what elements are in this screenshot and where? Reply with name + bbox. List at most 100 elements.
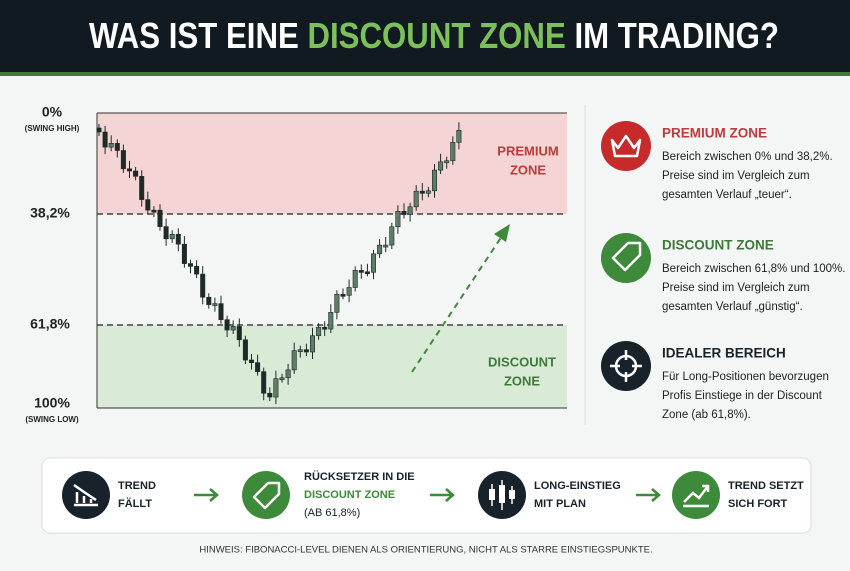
level-label: 0% (42, 104, 63, 120)
candle-body (249, 359, 255, 363)
candle-body (303, 349, 309, 353)
step-text: FÄLLT (118, 497, 152, 510)
sidebar-text: Profis Einstiege in der Discount (662, 390, 823, 402)
target-icon-bg (601, 341, 651, 391)
zone-label: ZONE (504, 373, 540, 388)
candle-icon (499, 485, 505, 503)
candle-body (297, 349, 303, 352)
candle-body (389, 226, 395, 246)
candle-body (157, 209, 163, 227)
step-text: MIT PLAN (534, 498, 586, 510)
step-icon (62, 471, 110, 519)
sidebar-title: DISCOUNT ZONE (662, 238, 774, 253)
candle-body (309, 335, 315, 353)
candle-body (291, 350, 297, 371)
zone-label: DISCOUNT (488, 354, 556, 369)
trend-arrow (411, 235, 503, 373)
candle-body (108, 143, 114, 148)
candle-body (425, 190, 431, 194)
title: WAS IST EINE DISCOUNT ZONE IM TRADING? (89, 15, 779, 56)
crosshair (610, 350, 642, 382)
candle-body (127, 168, 133, 172)
step-icon (242, 471, 290, 519)
zone-label: ZONE (510, 162, 546, 177)
candle-body (407, 206, 413, 215)
candle-body (206, 296, 212, 305)
sidebar-text: gesamten Verlauf „günstig“. (662, 301, 803, 313)
candle-body (181, 243, 187, 264)
discount-icon (601, 233, 651, 283)
candle-body (188, 263, 194, 267)
candle-body (285, 369, 291, 379)
candle-body (139, 176, 145, 200)
candle-body (346, 287, 352, 296)
sidebar-text: gesamten Verlauf „teuer“. (662, 189, 792, 201)
candle-body (163, 226, 169, 240)
candle-body (340, 294, 346, 297)
candle-body (212, 303, 218, 306)
sidebar-text: Zone (ab 61,8%). (662, 409, 751, 421)
step-text: LONG-EINSTIEG (534, 480, 621, 492)
step-text: TREND (118, 480, 156, 492)
crown-icon (610, 134, 642, 158)
candle-body (255, 362, 261, 372)
candle-body (273, 378, 279, 398)
candle-body (419, 190, 425, 194)
level-label: 100% (34, 395, 70, 411)
candle-body (352, 270, 358, 288)
step-text: (AB 61,8%) (304, 507, 360, 519)
header-bg (0, 0, 850, 72)
premium-zone (97, 113, 567, 214)
step-text: TREND SETZT (728, 480, 804, 492)
header-stripe (0, 72, 850, 76)
candle-body (200, 273, 206, 298)
premium-icon (601, 121, 651, 171)
candle-body (279, 377, 285, 381)
candle-body (96, 127, 102, 133)
candle-body (358, 270, 364, 273)
discount-zone (97, 325, 567, 408)
candle-icon (489, 489, 495, 500)
candle-body (413, 190, 419, 208)
candle-body (328, 312, 334, 330)
trend-up-icon (683, 484, 710, 508)
sidebar-title: PREMIUM ZONE (662, 126, 767, 141)
candles (96, 122, 462, 405)
level-sublabel: (SWING LOW) (25, 415, 79, 424)
step-text: DISCOUNT ZONE (304, 489, 395, 501)
trend-down-icon (73, 483, 98, 507)
step-arrow (194, 488, 219, 502)
candle-body (401, 210, 407, 215)
candle-body (145, 199, 151, 211)
sidebar-text: Preise sind im Vergleich zum (662, 282, 810, 294)
candle-body (151, 209, 157, 213)
sidebar-title: IDEALER BEREICH (662, 346, 786, 361)
sidebar-text: Bereich zwischen 61,8% und 100%. (662, 263, 845, 275)
step-arrow (430, 488, 455, 502)
candle-body (236, 326, 242, 341)
footnote: HINWEIS: FIBONACCI-LEVEL DIENEN ALS ORIE… (199, 545, 652, 556)
candle-body (267, 392, 273, 398)
level-label: 38,2% (30, 205, 70, 221)
candle-body (395, 210, 401, 228)
title-part: WAS IST EINE (89, 15, 307, 56)
arrow-head (494, 224, 510, 242)
tag-icon (252, 481, 281, 510)
sidebar-text: Preise sind im Vergleich zum (662, 170, 810, 182)
candle-body (114, 143, 120, 151)
zone-label: PREMIUM (497, 143, 558, 158)
candle-body (438, 161, 444, 171)
candle-body (383, 244, 389, 248)
candle-body (218, 303, 224, 320)
candle-body (261, 371, 267, 394)
steps: TREND FÄLLT RÜCKSETZER IN DIE DISCOUNT ZONE… (118, 470, 804, 519)
step-arrow (636, 488, 661, 502)
candle-body (175, 233, 181, 245)
candle-body (169, 233, 175, 240)
tag-icon (611, 241, 642, 272)
candle-body (242, 339, 248, 361)
candle-body (194, 266, 200, 275)
candle-body (230, 326, 236, 331)
candle-body (102, 131, 108, 148)
